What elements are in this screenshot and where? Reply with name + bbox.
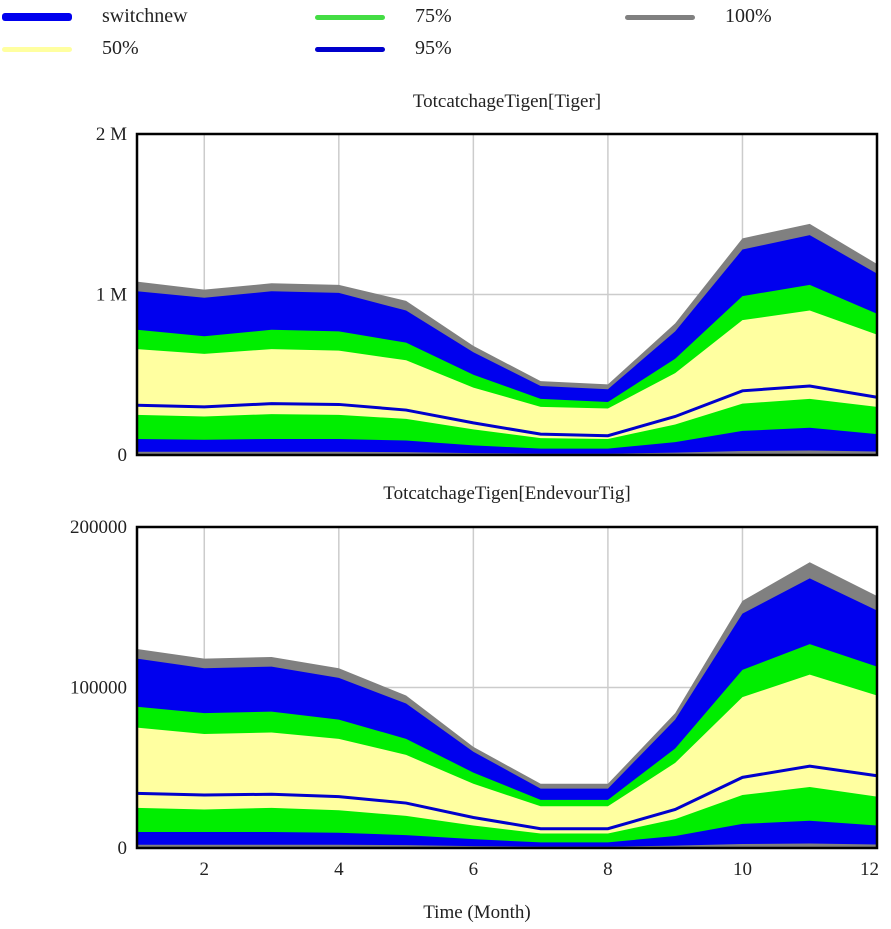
plot-frame [135,525,879,850]
legend-swatch-75 [315,15,385,20]
chart-area: TotcatchageTigen[Tiger] 0 1 M 2 M Totcatchag… [70,91,879,923]
y-tick-label: 0 [118,445,128,466]
legend-label-75: 75% [415,5,452,27]
x-tick-label: 8 [603,859,613,880]
series-line-switchnew [136,764,878,831]
plot-frame [135,132,879,457]
chart-title: TotcatchageTigen[EndevourTig] [383,483,630,504]
x-tick-label: 2 [200,859,210,880]
y-tick-label: 100000 [70,678,127,699]
x-tick-label: 4 [334,859,344,880]
y-tick-label: 2 M [96,124,127,145]
legend-swatch-100 [625,15,695,20]
series-line-switchnew [136,384,878,438]
x-tick-label: 10 [733,859,752,880]
legend-label-100: 100% [725,5,772,27]
y-tick-label: 200000 [70,517,127,538]
band-50pct [137,310,877,439]
y-tick-label: 1 M [96,285,127,306]
y-tick-label: 0 [118,838,128,859]
legend-label-50: 50% [102,37,139,59]
legend-label-switchnew: switchnew [102,5,188,27]
x-axis-label: Time (Month) [423,902,531,923]
legend: switchnew 75% 100% 50% 95% [0,0,891,60]
x-tick-label: 12 [860,859,879,880]
legend-swatch-95 [315,47,385,52]
legend-swatch-50 [2,47,72,52]
legend-label-95: 95% [415,37,452,59]
legend-swatch-switchnew [2,13,72,21]
band-50pct [137,674,877,834]
x-tick-label: 6 [469,859,479,880]
chart-title: TotcatchageTigen[Tiger] [413,91,601,112]
